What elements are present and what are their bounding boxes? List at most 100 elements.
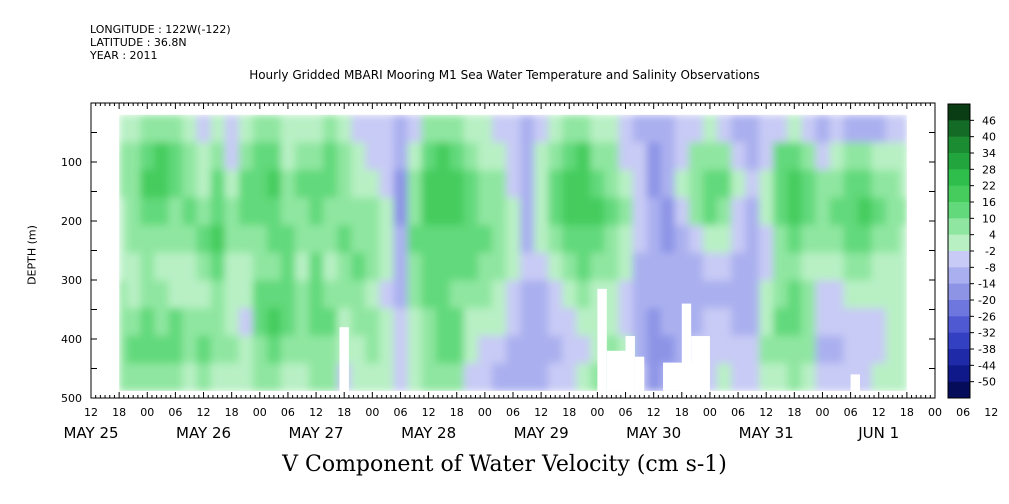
heatmap-cell <box>168 142 184 171</box>
heatmap-cell <box>449 197 465 226</box>
day-label: MAY 25 <box>63 424 118 442</box>
heatmap-cell <box>618 142 634 171</box>
heatmap-cell <box>280 308 296 337</box>
heatmap-cell <box>393 252 409 282</box>
heatmap-cell <box>393 142 409 171</box>
heatmap-cell <box>435 142 451 171</box>
heatmap-cell <box>238 335 254 364</box>
day-label: MAY 29 <box>514 424 569 442</box>
heatmap-cell <box>590 252 606 282</box>
heatmap-cell <box>365 197 380 226</box>
heatmap-cell <box>140 170 155 199</box>
heatmap-cell <box>449 308 465 337</box>
heatmap-cell <box>449 225 465 254</box>
heatmap-cell <box>323 170 338 199</box>
x-tick-label: 00 <box>365 406 379 419</box>
heatmap-cell <box>252 252 268 282</box>
heatmap-cell <box>309 280 324 309</box>
x-tick-label: 12 <box>534 406 548 419</box>
heatmap-cell <box>196 363 212 392</box>
heatmap-cell <box>590 197 606 226</box>
heatmap-cell <box>857 308 873 337</box>
heatmap-cell <box>646 335 662 364</box>
heatmap-cell <box>449 363 465 392</box>
heatmap-cell <box>238 363 254 392</box>
heatmap-cell <box>182 280 198 309</box>
heatmap-cell <box>351 280 366 309</box>
missing-data-block <box>339 327 349 391</box>
colorbar-label: -32 <box>978 327 996 340</box>
colorbar-label: 34 <box>982 147 996 160</box>
heatmap-cell <box>618 197 634 226</box>
heatmap-cell <box>168 308 184 337</box>
x-tick-label: 06 <box>393 406 407 419</box>
heatmap-cell <box>843 142 859 171</box>
heatmap-cell <box>590 225 606 254</box>
heatmap-cell <box>168 225 184 254</box>
heatmap-cell <box>491 308 507 337</box>
heatmap-cell <box>815 280 831 309</box>
heatmap-cell <box>745 142 760 171</box>
heatmap-cell <box>463 114 479 144</box>
heatmap-cell <box>407 280 423 309</box>
heatmap-cell <box>520 252 535 282</box>
heatmap-cell <box>773 252 788 282</box>
heatmap-cell <box>871 225 887 254</box>
heatmap-cell <box>885 252 901 282</box>
heatmap-cell <box>731 170 746 199</box>
day-label: MAY 31 <box>739 424 794 442</box>
heatmap-cell <box>393 335 409 364</box>
heatmap-cell <box>196 252 212 282</box>
heatmap-cell <box>323 225 338 254</box>
heatmap-cell <box>435 335 451 364</box>
colorbar-swatch <box>948 153 970 170</box>
heatmap-cell <box>309 308 324 337</box>
heatmap-cell <box>477 114 493 144</box>
heatmap-cell <box>491 225 507 254</box>
heatmap-cell <box>885 197 901 226</box>
heatmap-cell <box>491 363 507 392</box>
x-tick-label: 06 <box>731 406 745 419</box>
heatmap-cell <box>407 363 423 392</box>
missing-data-block <box>597 288 607 391</box>
heatmap-cell <box>154 252 169 282</box>
heatmap-cell <box>787 170 802 199</box>
heatmap-cell <box>491 280 507 309</box>
heatmap-cell <box>801 252 817 282</box>
heatmap-cell <box>505 142 521 171</box>
heatmap-cell <box>801 308 817 337</box>
x-tick-label: 18 <box>562 406 576 419</box>
heatmap-cell <box>210 114 226 144</box>
heatmap-cell <box>562 308 577 337</box>
colorbar-swatch <box>948 234 970 252</box>
heatmap-cell <box>224 363 240 392</box>
heatmap-cell <box>309 197 324 226</box>
heatmap-cell <box>323 142 338 171</box>
heatmap-cell <box>562 280 577 309</box>
year-label: YEAR : 2011 <box>90 49 158 62</box>
heatmap-cell <box>871 335 887 364</box>
x-tick-label: 00 <box>815 406 829 419</box>
heatmap-cell <box>829 363 845 392</box>
x-tick-label: 12 <box>759 406 773 419</box>
heatmap-cell <box>885 335 901 364</box>
heatmap-cell <box>309 142 324 171</box>
x-tick-label: 12 <box>197 406 211 419</box>
heatmap-cell <box>829 142 845 171</box>
heatmap-cell <box>491 142 507 171</box>
heatmap-cell <box>126 252 141 282</box>
heatmap-cell <box>407 170 423 199</box>
heatmap-cell <box>759 225 774 254</box>
heatmap-cell <box>815 335 831 364</box>
colorbar-label: 4 <box>989 229 996 242</box>
heatmap-cell <box>294 197 310 226</box>
heatmap-cell <box>899 170 908 199</box>
heatmap-cell <box>154 170 169 199</box>
heatmap-cell <box>660 335 676 364</box>
heatmap-cell <box>843 170 859 199</box>
heatmap-cell <box>815 308 831 337</box>
heatmap-cell <box>379 335 395 364</box>
x-axis: 12 18 00 06 12 18 00 06 12 18 00 06 12 18 00 06 12 18 00 06… <box>63 103 998 442</box>
day-label: MAY 28 <box>401 424 456 442</box>
colorbar-label: -26 <box>978 310 996 323</box>
